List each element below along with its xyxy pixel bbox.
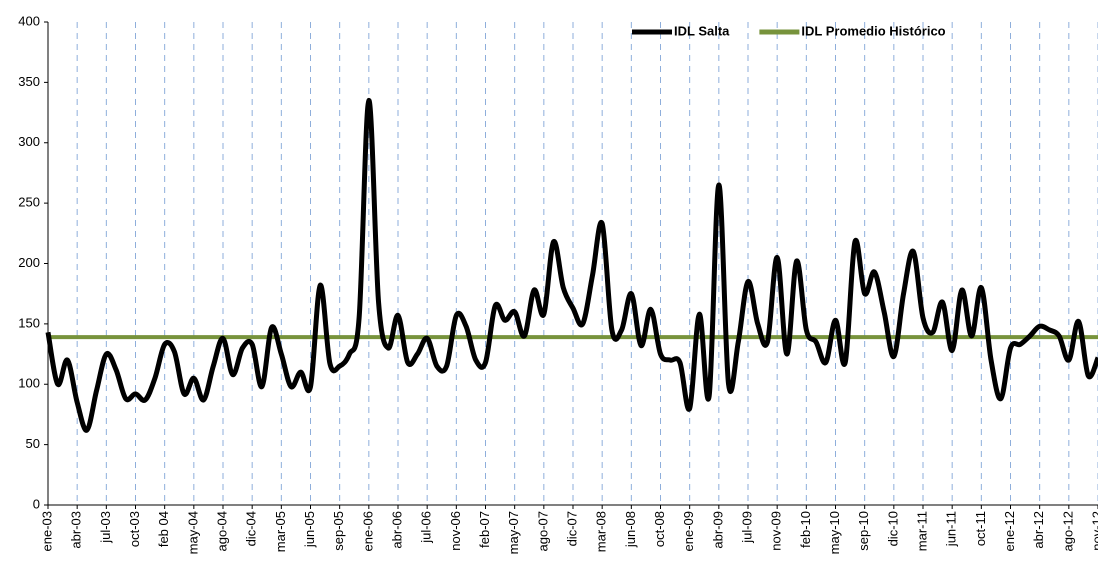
x-tick-label: ene-09 bbox=[681, 511, 696, 551]
x-tick-label: ago-07 bbox=[535, 511, 550, 551]
x-tick-label: nov-09 bbox=[769, 511, 784, 551]
x-tick-label: nov-06 bbox=[448, 511, 463, 551]
legend-label: IDL Salta bbox=[674, 23, 730, 38]
x-tick-label: jun-11 bbox=[944, 511, 959, 547]
x-tick-label: mar-08 bbox=[594, 511, 609, 552]
x-tick-label: abr-12 bbox=[1031, 511, 1046, 549]
x-tick-label: may-10 bbox=[827, 511, 842, 554]
x-tick-label: ago-04 bbox=[214, 511, 229, 551]
x-tick-label: jul-09 bbox=[739, 511, 754, 544]
legend-label: IDL Promedio Histórico bbox=[801, 23, 945, 38]
y-tick-label: 0 bbox=[33, 496, 40, 511]
x-tick-label: feb-07 bbox=[477, 511, 492, 548]
x-tick-label: dic-10 bbox=[885, 511, 900, 546]
x-tick-label: mar-11 bbox=[914, 511, 929, 551]
y-tick-label: 250 bbox=[18, 195, 40, 210]
x-tick-label: ene-06 bbox=[360, 511, 375, 551]
x-tick-label: dic-07 bbox=[564, 511, 579, 546]
x-tick-label: abr-06 bbox=[389, 511, 404, 549]
x-tick-label: ago-12 bbox=[1060, 511, 1075, 551]
y-tick-label: 100 bbox=[18, 376, 40, 391]
x-tick-label: feb 04 bbox=[156, 511, 171, 547]
x-tick-label: nov-12 bbox=[1089, 511, 1098, 551]
x-tick-label: may-04 bbox=[185, 511, 200, 554]
x-tick-label: oct-11 bbox=[973, 511, 988, 546]
y-tick-label: 200 bbox=[18, 255, 40, 270]
y-tick-label: 300 bbox=[18, 134, 40, 149]
x-tick-label: ene-12 bbox=[1002, 511, 1017, 551]
x-tick-label: sep-05 bbox=[331, 511, 346, 551]
x-tick-label: jun-08 bbox=[623, 511, 638, 548]
x-tick-label: ene-03 bbox=[39, 511, 54, 551]
x-tick-label: jul-03 bbox=[98, 511, 113, 544]
y-tick-label: 400 bbox=[18, 13, 40, 28]
x-tick-label: dic-04 bbox=[244, 511, 259, 546]
x-tick-label: may-07 bbox=[506, 511, 521, 554]
y-tick-label: 50 bbox=[26, 436, 40, 451]
y-tick-label: 150 bbox=[18, 315, 40, 330]
series-line bbox=[45, 97, 1098, 433]
x-tick-label: jul-06 bbox=[419, 511, 434, 544]
x-tick-label: oct-03 bbox=[127, 511, 142, 547]
x-tick-label: sep-10 bbox=[856, 511, 871, 551]
x-tick-label: feb-10 bbox=[798, 511, 813, 548]
x-tick-label: abr-03 bbox=[69, 511, 84, 549]
x-tick-label: jun-05 bbox=[302, 511, 317, 548]
y-tick-label: 350 bbox=[18, 74, 40, 89]
x-tick-label: mar-05 bbox=[273, 511, 288, 552]
x-tick-label: oct-08 bbox=[652, 511, 667, 547]
x-tick-label: abr-09 bbox=[710, 511, 725, 549]
